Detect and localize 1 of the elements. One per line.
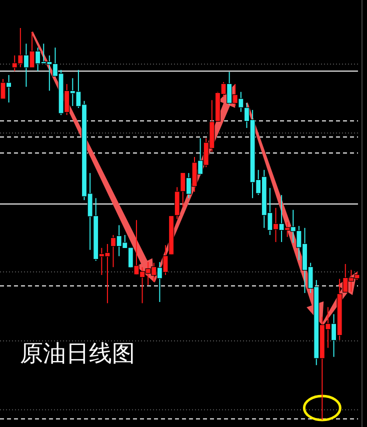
text: 原油日线图 — [20, 341, 135, 367]
